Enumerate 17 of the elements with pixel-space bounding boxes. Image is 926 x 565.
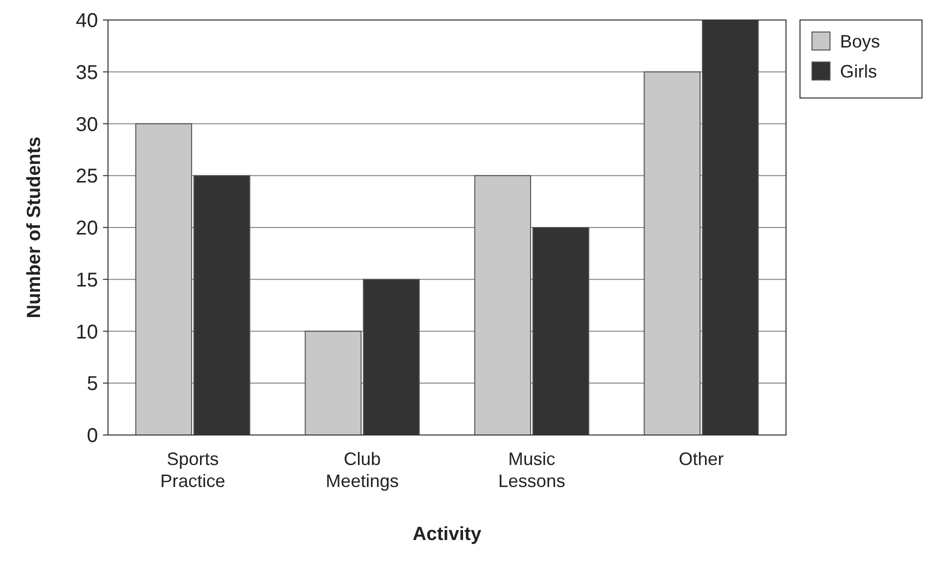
legend-label: Boys xyxy=(840,31,880,52)
y-tick-label: 5 xyxy=(86,373,98,396)
legend-label: Girls xyxy=(840,61,877,82)
y-tick-label: 15 xyxy=(76,269,98,292)
x-tick-label: Sports Practice xyxy=(160,449,226,491)
y-tick-label: 35 xyxy=(76,62,98,84)
y-tick-label: 10 xyxy=(76,321,98,344)
x-tick-label: Music Lessons xyxy=(498,449,566,491)
y-tick-label: 40 xyxy=(76,10,98,32)
y-tick-label: 0 xyxy=(86,425,98,447)
y-tick-label: 30 xyxy=(76,114,98,136)
x-tick-label: Club Meetings xyxy=(326,449,399,491)
x-tick-label: Other xyxy=(678,449,724,469)
y-axis-title: Number of Students xyxy=(24,136,45,318)
x-axis-title: Activity xyxy=(412,524,482,545)
y-tick-label: 25 xyxy=(76,166,98,188)
y-tick-label: 20 xyxy=(76,218,98,240)
